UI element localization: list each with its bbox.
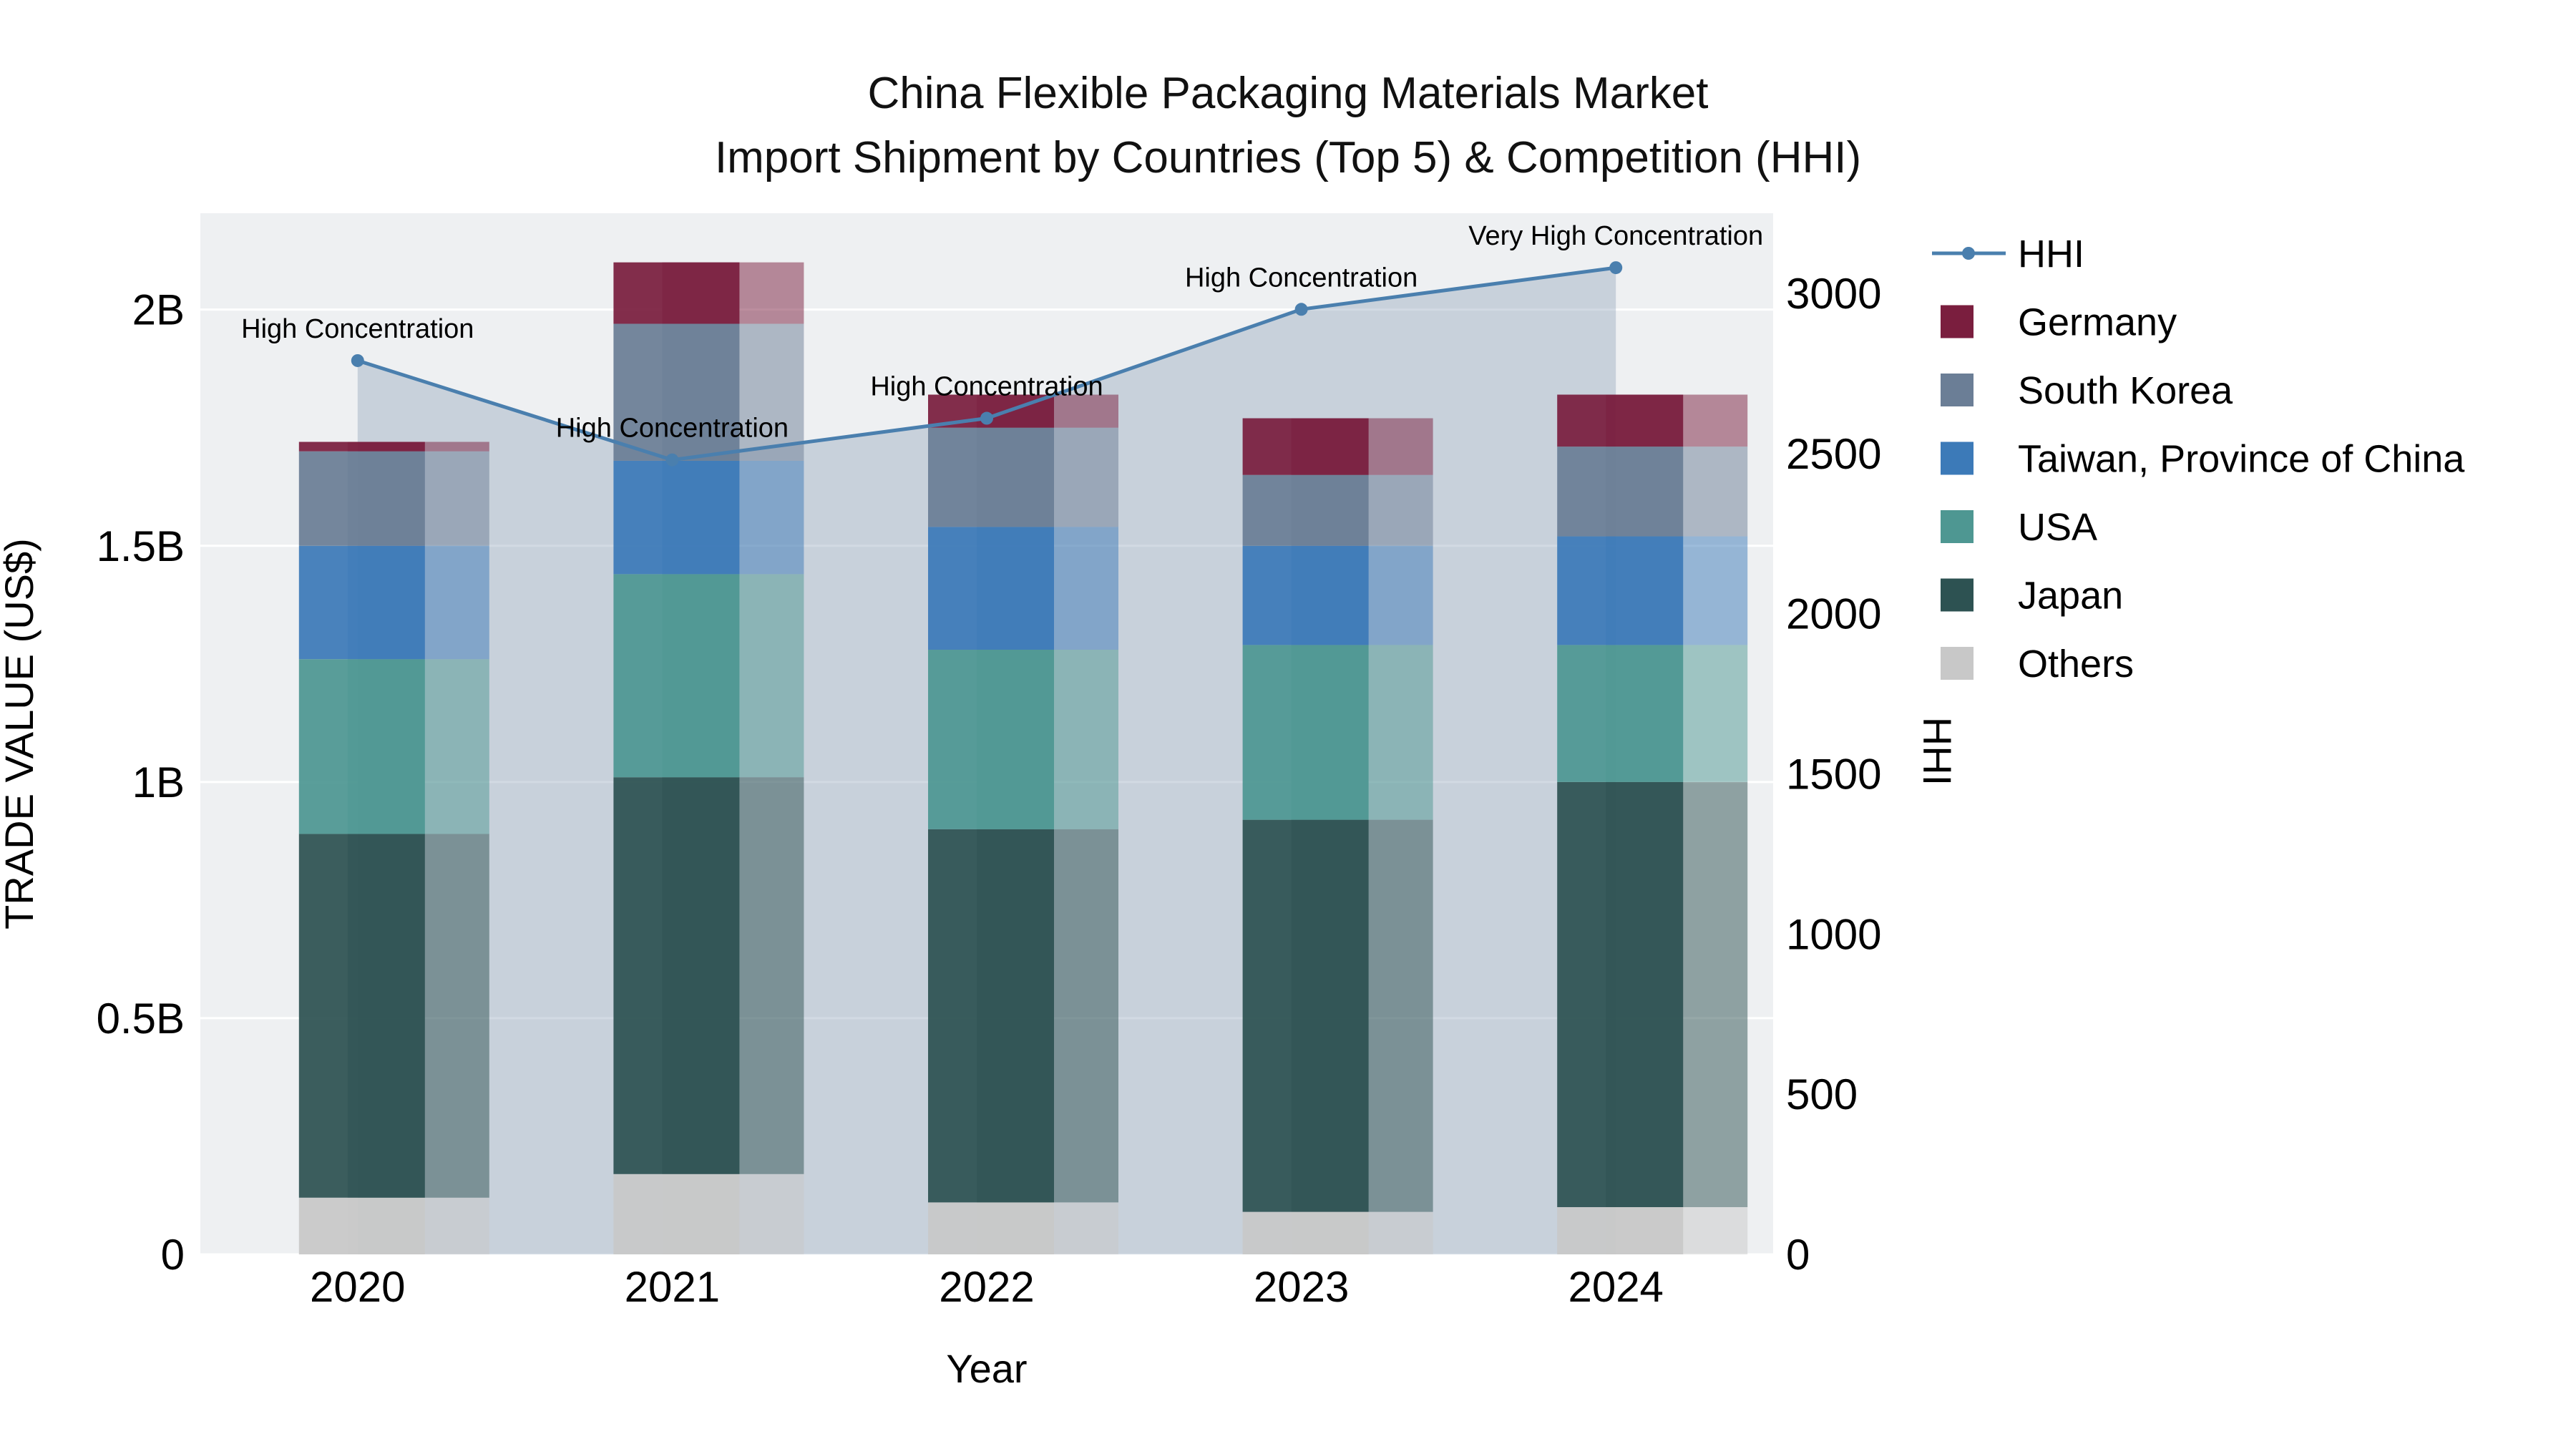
bar-2023-south-korea[interactable]	[1242, 474, 1369, 546]
legend-item-south-korea[interactable]: South Korea	[1941, 369, 2233, 412]
legend-item-hhi[interactable]: HHI	[1932, 233, 2084, 275]
bar-2022-others[interactable]	[928, 1202, 1054, 1254]
y-right-tick-2500: 2500	[1786, 430, 1881, 478]
bar-2023-usa[interactable]	[1242, 645, 1369, 820]
bar-2021-others[interactable]	[613, 1174, 740, 1254]
bar-2023-others[interactable]	[1242, 1211, 1369, 1254]
annotation-2020: High Concentration	[241, 314, 474, 344]
legend-label: USA	[2018, 506, 2097, 549]
bar-2021-south-korea[interactable]	[613, 323, 740, 461]
bar-2020-usa[interactable]	[298, 659, 425, 834]
bar-2024-germany[interactable]	[1557, 394, 1684, 447]
legend-item-germany[interactable]: Germany	[1941, 301, 2177, 344]
chart-title-line1: China Flexible Packaging Materials Marke…	[867, 69, 1709, 118]
hhi-marker-2022[interactable]	[980, 411, 993, 425]
x-tick-2023: 2023	[1254, 1263, 1349, 1311]
bar-2022-south-korea[interactable]	[928, 427, 1054, 527]
legend-swatch	[1941, 647, 1974, 680]
y-left-tick-0: 0	[161, 1231, 185, 1279]
hhi-marker-2021[interactable]	[665, 453, 679, 467]
bar-2021-germany[interactable]	[613, 262, 740, 324]
bar-2020-germany[interactable]	[298, 441, 425, 452]
bar-2022-japan[interactable]	[928, 829, 1054, 1203]
bar-2024-japan[interactable]	[1557, 781, 1684, 1207]
bar-2021-taiwan-province-of-china[interactable]	[613, 460, 740, 575]
bar-2022-usa[interactable]	[928, 649, 1054, 829]
x-axis-title: Year	[946, 1346, 1027, 1391]
legend-label: South Korea	[2018, 369, 2233, 412]
y-left-axis-title: TRADE VALUE (US$)	[0, 538, 42, 930]
bar-2020-japan[interactable]	[298, 834, 425, 1198]
annotation-2024: Very High Concentration	[1468, 221, 1763, 251]
legend-swatch	[1941, 578, 1974, 612]
legend-label: Japan	[2018, 575, 2123, 618]
x-tick-2022: 2022	[939, 1263, 1034, 1311]
legend-swatch	[1941, 441, 1974, 475]
bar-2020-taiwan-province-of-china[interactable]	[298, 545, 425, 660]
y-right-tick-1500: 1500	[1786, 750, 1881, 798]
hhi-marker-2023[interactable]	[1294, 303, 1308, 316]
legend-item-taiwan-province-of-china[interactable]: Taiwan, Province of China	[1941, 438, 2465, 481]
legend-item-usa[interactable]: USA	[1941, 506, 2097, 549]
bar-2024-usa[interactable]	[1557, 645, 1684, 782]
y-right-tick-2000: 2000	[1786, 590, 1881, 638]
legend-label: Germany	[2018, 301, 2177, 344]
legend-label: HHI	[2018, 233, 2084, 275]
bar-2021-usa[interactable]	[613, 574, 740, 778]
y-right-tick-0: 0	[1786, 1231, 1810, 1279]
legend-label: Others	[2018, 643, 2134, 686]
legend-item-others[interactable]: Others	[1941, 643, 2134, 686]
bar-2023-germany[interactable]	[1242, 418, 1369, 475]
y-left-tick-0-5b: 0.5B	[97, 995, 185, 1043]
y-right-axis-title: HHI	[1915, 717, 1960, 786]
bar-2020-south-korea[interactable]	[298, 451, 425, 546]
legend-swatch	[1941, 510, 1974, 543]
x-tick-2021: 2021	[625, 1263, 720, 1311]
hhi-marker-2020[interactable]	[351, 353, 364, 367]
legend-swatch	[1941, 305, 1974, 338]
legend-label: Taiwan, Province of China	[2018, 438, 2465, 481]
y-left-tick-1-5b: 1.5B	[97, 522, 185, 570]
x-tick-2020: 2020	[310, 1263, 405, 1311]
annotation-2023: High Concentration	[1185, 263, 1418, 293]
bar-2023-japan[interactable]	[1242, 819, 1369, 1212]
y-right-tick-3000: 3000	[1786, 270, 1881, 318]
x-tick-2024: 2024	[1568, 1263, 1663, 1311]
bar-2024-south-korea[interactable]	[1557, 447, 1684, 537]
bar-2022-taiwan-province-of-china[interactable]	[928, 527, 1054, 650]
y-right-tick-500: 500	[1786, 1070, 1858, 1118]
legend-line-marker	[1962, 247, 1975, 260]
bar-2020-others[interactable]	[298, 1197, 425, 1254]
y-right-tick-1000: 1000	[1786, 910, 1881, 958]
hhi-marker-2024[interactable]	[1609, 261, 1623, 275]
chart-title-line2: Import Shipment by Countries (Top 5) & C…	[714, 133, 1862, 182]
y-left-tick-1b: 1B	[132, 758, 185, 806]
chart-title: China Flexible Packaging Materials Marke…	[0, 62, 2576, 190]
bar-2024-taiwan-province-of-china[interactable]	[1557, 536, 1684, 645]
legend-swatch	[1941, 374, 1974, 406]
bar-2021-japan[interactable]	[613, 777, 740, 1174]
bar-2023-taiwan-province-of-china[interactable]	[1242, 545, 1369, 645]
y-left-tick-2b: 2B	[132, 286, 185, 334]
bar-2024-others[interactable]	[1557, 1206, 1684, 1254]
legend-item-japan[interactable]: Japan	[1941, 575, 2123, 618]
annotation-2022: High Concentration	[870, 372, 1103, 402]
annotation-2021: High Concentration	[556, 414, 789, 444]
